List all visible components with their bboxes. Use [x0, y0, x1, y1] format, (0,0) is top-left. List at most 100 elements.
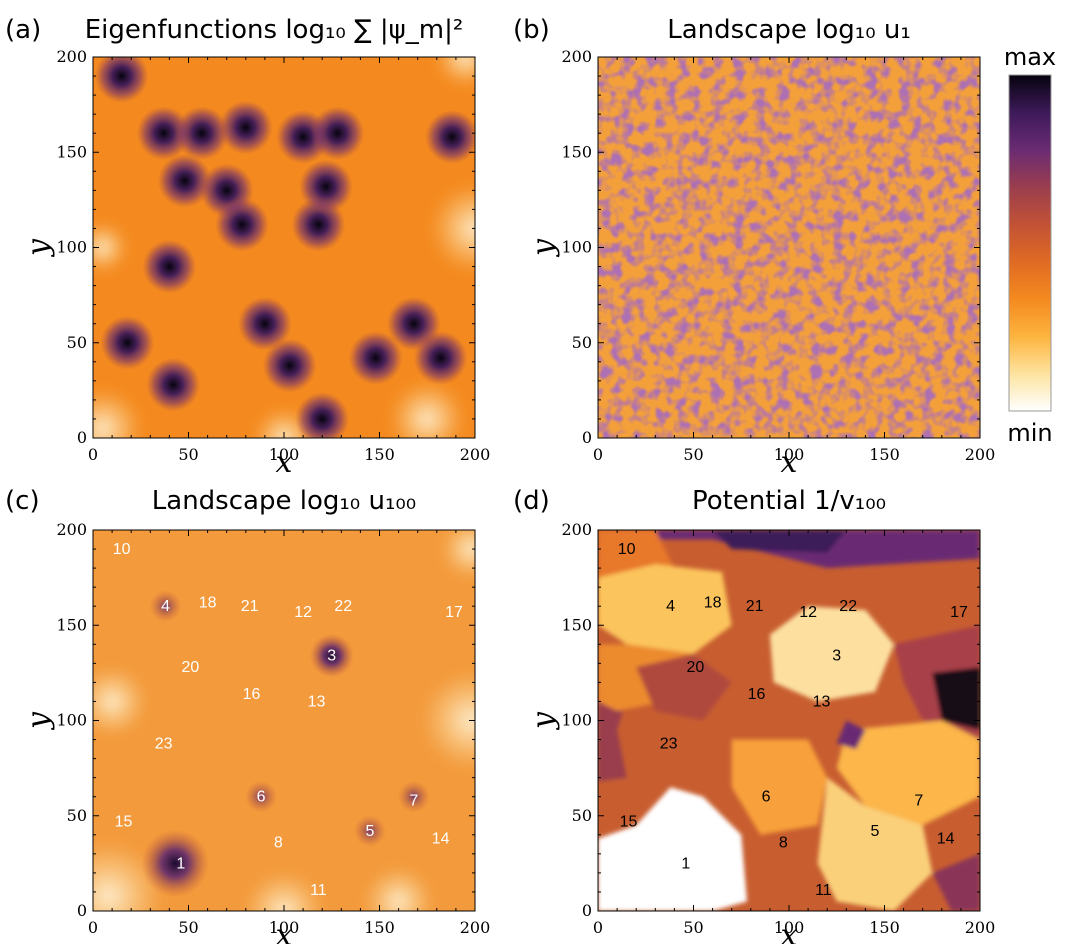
- landscape-maximum: [149, 590, 182, 623]
- y-tick-label: 50: [67, 806, 87, 825]
- eigenfunction-peak: [94, 57, 149, 104]
- y-tick-label: 150: [561, 142, 592, 161]
- x-tick-label: 50: [178, 918, 198, 937]
- heatmap-light-region: [244, 871, 324, 911]
- landscape-maximum: [397, 780, 430, 813]
- x-axis-label: x: [276, 918, 293, 944]
- y-tick-label: 100: [56, 238, 87, 257]
- region-label: 5: [870, 823, 879, 840]
- landscape-maximum: [353, 814, 386, 847]
- potential-region: [932, 667, 980, 730]
- disorder-texture: [598, 57, 980, 438]
- region-label: 11: [815, 882, 832, 899]
- region-label: 22: [334, 598, 352, 615]
- x-tick-label: 50: [683, 445, 703, 464]
- x-tick-label: 100: [269, 445, 300, 464]
- heatmap-panel-3: [93, 530, 475, 911]
- y-tick-label: 50: [572, 333, 592, 352]
- eigenfunction-peak: [425, 110, 475, 165]
- region-label: 3: [832, 648, 841, 665]
- region-label: 4: [161, 598, 170, 615]
- eigenfunction-peak: [237, 296, 292, 351]
- region-label: 14: [432, 831, 450, 848]
- heatmap-light-region: [93, 222, 128, 273]
- eigenfunction-peak: [146, 357, 201, 412]
- x-axis-label: x: [781, 445, 798, 480]
- potential-region: [932, 853, 980, 911]
- x-tick-label: 150: [869, 445, 900, 464]
- landscape-maximum: [245, 780, 278, 813]
- y-tick-label: 0: [77, 901, 87, 920]
- region-label: 21: [746, 598, 764, 615]
- heatmap-light-region: [441, 530, 475, 580]
- x-tick-label: 200: [460, 918, 491, 937]
- x-tick-label: 200: [460, 445, 491, 464]
- eigenfunction-peak: [174, 106, 229, 161]
- region-label: 16: [748, 686, 766, 703]
- eigenfunction-peak: [157, 153, 212, 208]
- x-tick-label: 200: [965, 918, 996, 937]
- x-tick-label: 150: [364, 918, 395, 937]
- x-tick-label: 100: [269, 918, 300, 937]
- region-label: 8: [274, 834, 283, 851]
- region-label: 17: [445, 604, 463, 621]
- potential-region: [836, 720, 866, 750]
- region-label: 6: [762, 789, 771, 806]
- region-label: 18: [199, 594, 217, 611]
- region-label: 8: [779, 834, 788, 851]
- y-tick-label: 200: [561, 520, 592, 539]
- eigenfunction-peak: [310, 106, 365, 161]
- panel-label: (d): [513, 486, 550, 516]
- region-label: 17: [950, 604, 968, 621]
- region-label: 10: [618, 541, 636, 558]
- eigenfunction-peak: [142, 239, 197, 294]
- heatmap-light-region: [363, 866, 434, 911]
- region-label: 5: [365, 823, 374, 840]
- eigenfunction-peak: [299, 159, 354, 214]
- heatmap-panel-4: [598, 530, 980, 911]
- potential-region: [598, 564, 732, 654]
- region-label: 7: [409, 793, 418, 810]
- x-tick-label: 0: [593, 918, 603, 937]
- eigenfunction-peak: [218, 100, 273, 155]
- landscape-maximum: [309, 633, 354, 678]
- potential-region: [712, 530, 847, 553]
- eigenfunction-peak: [136, 106, 191, 161]
- region-label: 15: [115, 813, 133, 830]
- region-label: 13: [308, 693, 326, 710]
- x-tick-label: 150: [869, 918, 900, 937]
- heatmap-light-region: [430, 183, 475, 274]
- potential-region: [598, 730, 627, 782]
- heatmap-light-region: [93, 388, 143, 438]
- region-label: 16: [243, 686, 261, 703]
- eigenfunction-peak: [295, 391, 350, 438]
- region-label: 23: [660, 735, 678, 752]
- region-label: 12: [799, 604, 817, 621]
- y-axis-label: y: [526, 711, 561, 731]
- y-tick-label: 50: [67, 333, 87, 352]
- y-tick-label: 100: [56, 711, 87, 730]
- x-tick-label: 0: [593, 445, 603, 464]
- heatmap-light-region: [389, 380, 466, 438]
- region-label: 4: [666, 598, 675, 615]
- y-tick-label: 100: [561, 711, 592, 730]
- x-axis-label: x: [276, 445, 293, 480]
- x-axis-label: x: [781, 918, 798, 944]
- region-label: 13: [813, 693, 831, 710]
- y-tick-label: 0: [582, 901, 592, 920]
- region-label: 21: [241, 598, 259, 615]
- region-label: 1: [176, 855, 185, 872]
- colorbar-max-label: max: [1004, 43, 1056, 71]
- region-label: 3: [327, 648, 336, 665]
- region-label: 7: [914, 793, 923, 810]
- y-tick-label: 150: [561, 615, 592, 634]
- x-tick-label: 50: [683, 918, 703, 937]
- region-label: 1: [681, 855, 690, 872]
- eigenfunction-peak: [100, 315, 155, 370]
- y-axis-label: y: [21, 711, 56, 731]
- potential-region: [731, 739, 828, 835]
- region-label: 22: [839, 598, 857, 615]
- heatmap-light-region: [435, 57, 475, 87]
- x-tick-label: 100: [774, 445, 805, 464]
